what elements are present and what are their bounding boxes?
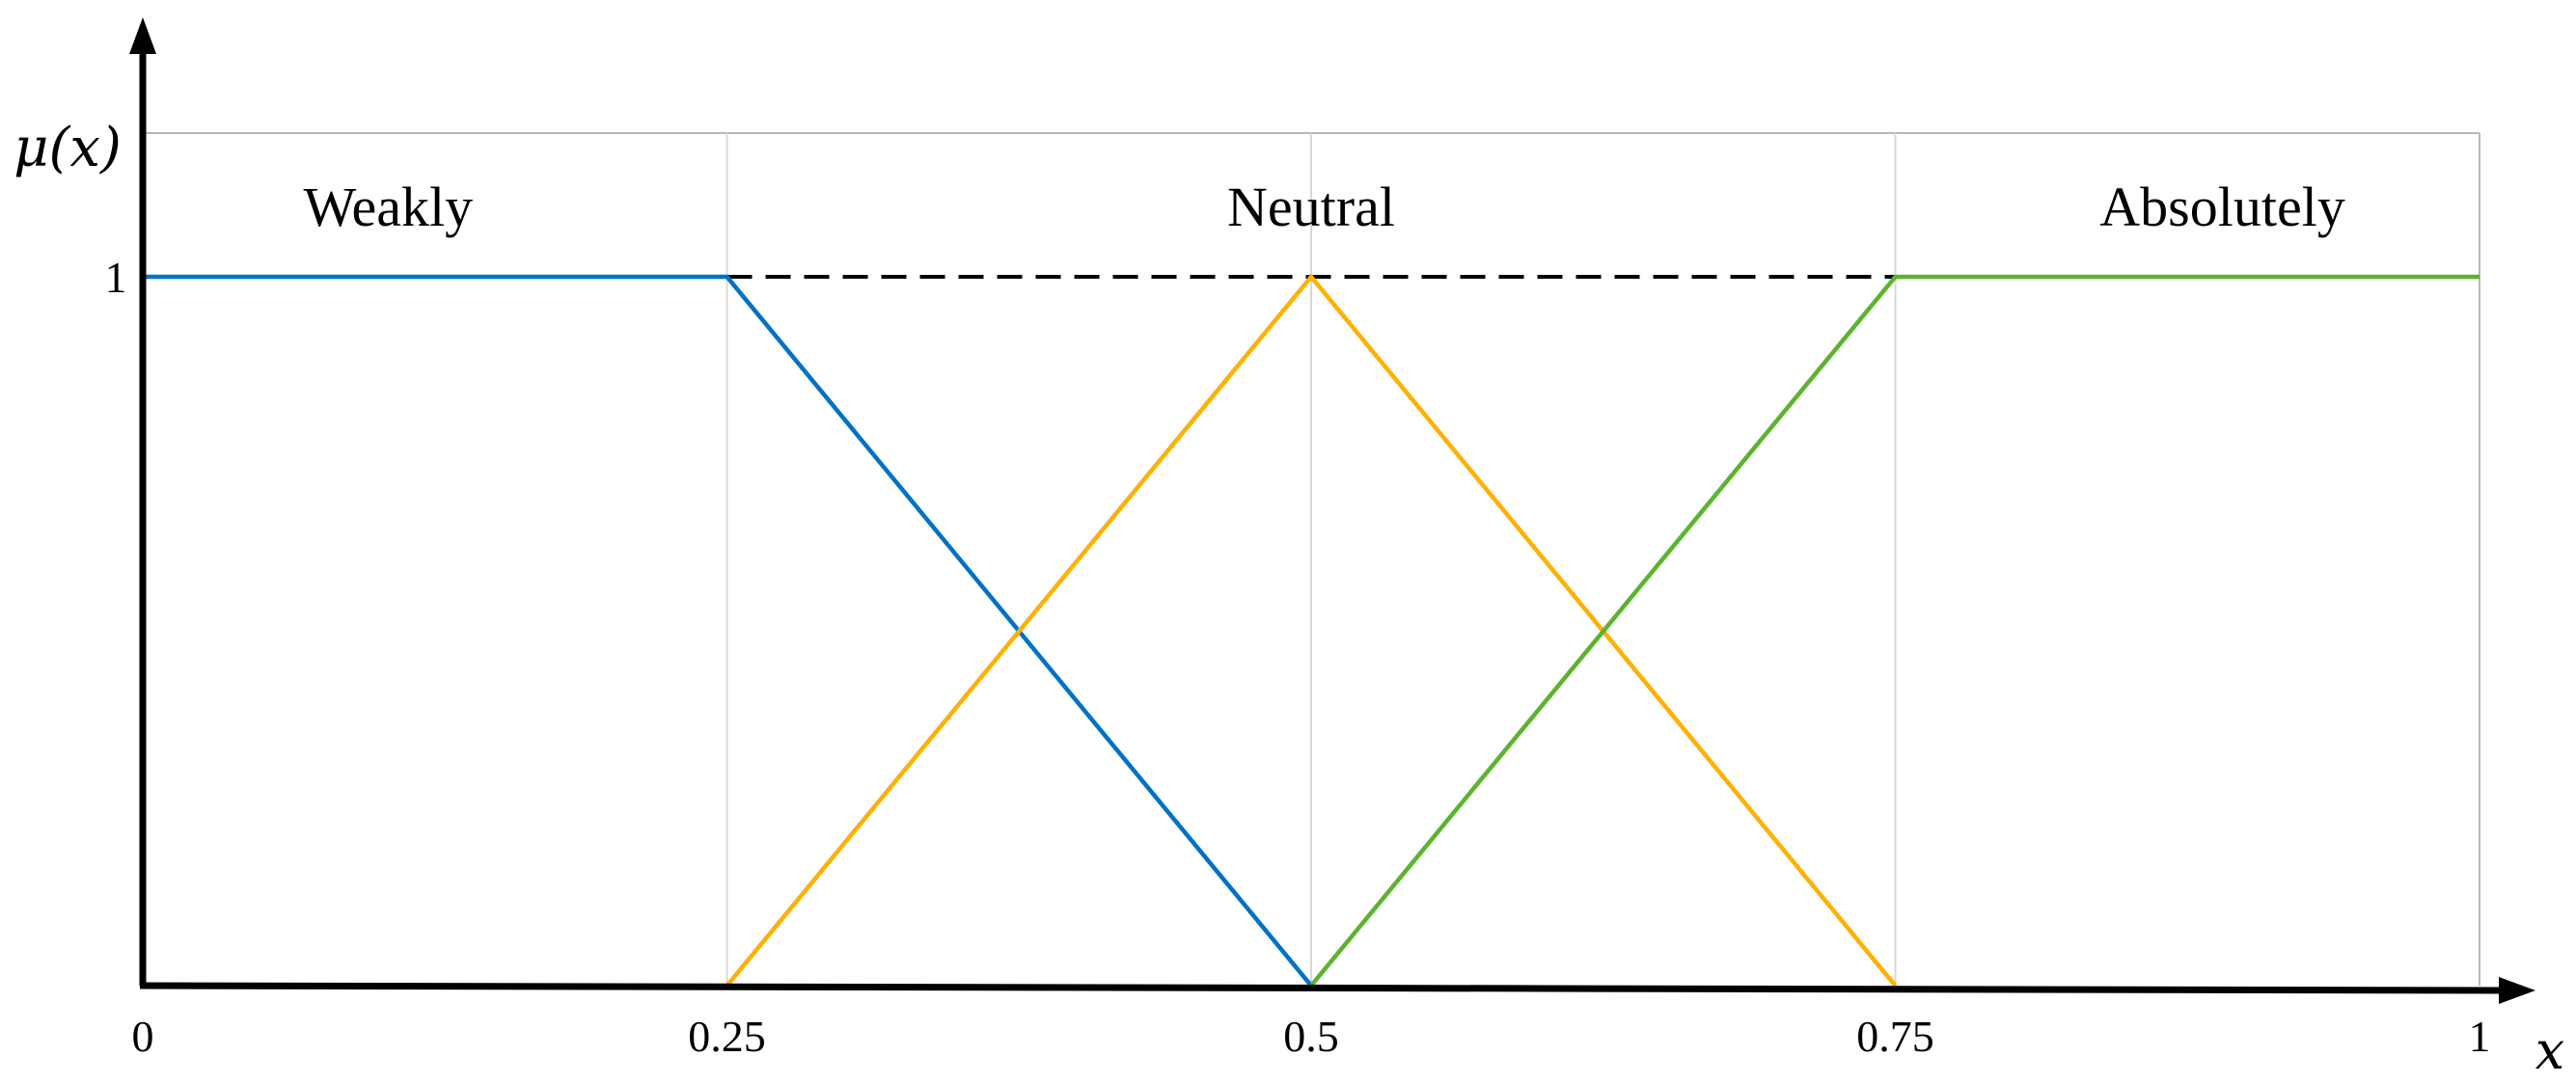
series-label-neutral: Neutral [1227, 176, 1395, 238]
series-line-weakly [143, 274, 1313, 988]
x-tick-label: 0 [132, 1012, 154, 1061]
x-tick-label: 1 [2469, 1012, 2491, 1061]
series-layer [143, 273, 2480, 988]
grid-layer [143, 132, 2480, 986]
x-axis-label: x [2535, 1020, 2564, 1081]
series-label-weakly: Weakly [303, 176, 473, 238]
x-axis-arrowhead-icon [2499, 977, 2535, 1004]
axes-layer [129, 17, 2535, 1004]
x-axis-line [139, 982, 2507, 994]
x-tick-label: 0.5 [1283, 1012, 1339, 1061]
x-tick-label: 0.75 [1856, 1012, 1934, 1061]
series-label-absolutely: Absolutely [2099, 176, 2345, 238]
y-tick-label: 1 [105, 253, 127, 302]
y-axis-label: μ(x) [14, 117, 122, 179]
series-line-neutral [725, 273, 1898, 988]
y-axis-arrowhead-icon [129, 17, 156, 54]
text-layer: 0 0.25 0.5 0.75 1 1 μ(x) x Weakly Neutral Absolute… [14, 117, 2564, 1081]
series-line-absolutely [1309, 274, 2480, 988]
x-tick-label: 0.25 [688, 1012, 766, 1061]
